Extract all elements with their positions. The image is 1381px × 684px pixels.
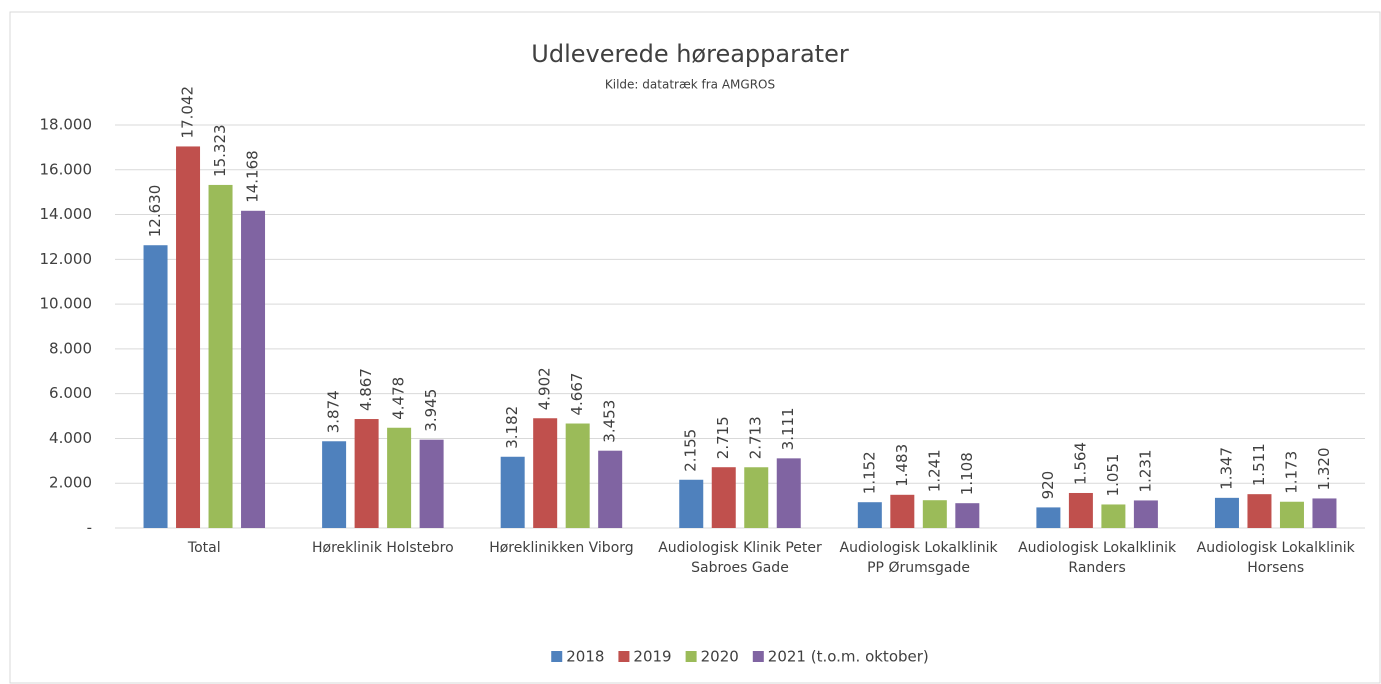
value-label: 4.667 — [568, 373, 586, 416]
x-tick-label: Total — [187, 540, 221, 556]
chart-frame — [9, 11, 1381, 684]
legend-swatch — [685, 651, 697, 662]
y-tick-label: 16.000 — [40, 160, 93, 178]
bar — [1068, 492, 1093, 528]
bar — [1101, 504, 1126, 528]
legend-label: 2021 (t.o.m. oktober) — [768, 648, 929, 666]
x-tick-label-box: Audiologisk Lokalklinik Horsens — [1196, 540, 1355, 576]
bar — [1036, 507, 1061, 528]
bar — [1214, 497, 1239, 528]
bar — [857, 502, 882, 528]
value-label: 3.945 — [422, 389, 440, 432]
y-tick-label: 12.000 — [40, 250, 93, 268]
value-label: 1.241 — [925, 449, 943, 492]
bar — [1312, 498, 1337, 528]
bar — [533, 418, 558, 528]
x-tick-label: Audiologisk Lokalklinik Horsens — [1196, 540, 1355, 576]
value-label: 15.323 — [211, 124, 229, 176]
x-tick-label: Høreklinikken Viborg — [489, 540, 634, 556]
y-tick-label: - — [87, 519, 92, 537]
bar — [500, 456, 525, 528]
bar — [922, 500, 947, 528]
value-label: 1.564 — [1071, 442, 1089, 485]
x-tick-label: Audiologisk Lokalklinik Randers — [1018, 540, 1177, 576]
value-label: 1.231 — [1136, 449, 1154, 492]
value-label: 4.902 — [536, 367, 554, 410]
x-tick-label: Audiologisk Lokalklinik PP Ørumsgade — [839, 540, 998, 576]
legend-swatch — [752, 651, 764, 662]
bar — [419, 439, 444, 528]
x-tick-label: Høreklinik Holstebro — [312, 540, 454, 556]
bar — [354, 419, 379, 528]
value-label: 3.874 — [325, 390, 343, 433]
value-label: 3.453 — [601, 400, 619, 443]
value-label: 2.155 — [682, 429, 700, 472]
bar — [1133, 500, 1158, 528]
bar — [1247, 494, 1272, 528]
value-label: 12.630 — [146, 185, 164, 238]
legend-swatch — [551, 651, 563, 662]
value-label: 1.152 — [860, 451, 878, 494]
x-tick-label-box: Audiologisk Klinik Peter Sabroes Gade — [658, 540, 822, 576]
value-label: 3.182 — [503, 406, 521, 449]
x-tick-label-box: Total — [187, 540, 221, 556]
y-tick-label: 10.000 — [40, 295, 93, 313]
bar — [208, 184, 233, 528]
bar — [387, 427, 412, 528]
bar — [890, 494, 915, 528]
legend-label: 2020 — [701, 648, 739, 666]
x-tick-label: Audiologisk Klinik Peter Sabroes Gade — [658, 540, 822, 576]
y-tick-label: 4.000 — [49, 429, 92, 447]
value-label: 2.713 — [747, 416, 765, 459]
bar — [322, 441, 347, 528]
bar — [143, 245, 168, 528]
x-tick-label-box: Audiologisk Lokalklinik PP Ørumsgade — [839, 540, 998, 576]
bar — [565, 423, 590, 528]
y-tick-label: 2.000 — [49, 474, 92, 492]
value-label: 1.511 — [1250, 443, 1268, 486]
y-tick-label: 14.000 — [40, 205, 93, 223]
legend: 2018 2019 2020 2021 (t.o.m. oktober) — [551, 648, 929, 666]
legend-swatch — [618, 651, 630, 662]
chart-subtitle: Kilde: datatræk fra AMGROS — [605, 78, 775, 92]
legend-label: 2018 — [566, 648, 604, 666]
x-tick-label-box: Audiologisk Lokalklinik Randers — [1018, 540, 1177, 576]
value-label: 920 — [1039, 471, 1057, 500]
bar — [1279, 501, 1304, 528]
value-label: 1.051 — [1104, 454, 1122, 497]
bar — [776, 458, 801, 528]
value-label: 4.867 — [357, 368, 375, 411]
value-label: 1.320 — [1315, 447, 1333, 490]
bar — [711, 467, 736, 528]
value-label: 17.042 — [179, 86, 197, 139]
bar — [679, 479, 704, 528]
value-label: 4.478 — [390, 377, 408, 420]
bar — [744, 467, 769, 528]
y-tick-label: 8.000 — [49, 339, 92, 357]
value-label: 14.168 — [244, 150, 262, 202]
value-label: 1.483 — [893, 444, 911, 487]
bar — [598, 450, 623, 528]
x-tick-label-box: Høreklinik Holstebro — [312, 540, 454, 556]
chart-title: Udleverede høreapparater — [531, 40, 849, 68]
bar — [176, 146, 201, 529]
value-label: 3.111 — [779, 407, 797, 450]
bar — [955, 503, 980, 528]
x-tick-label-box: Høreklinikken Viborg — [489, 540, 634, 556]
y-tick-label: 6.000 — [49, 384, 92, 402]
value-label: 1.173 — [1282, 451, 1300, 494]
value-label: 1.347 — [1217, 447, 1235, 490]
value-label: 2.715 — [714, 416, 732, 459]
legend-label: 2019 — [633, 648, 671, 666]
value-label: 1.108 — [958, 452, 976, 495]
bar — [241, 210, 266, 528]
y-tick-label: 18.000 — [40, 116, 93, 134]
